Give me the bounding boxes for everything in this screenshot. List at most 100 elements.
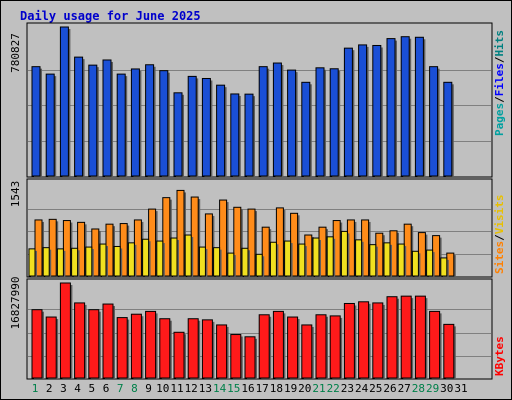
visits-bar-day-8 <box>127 242 137 278</box>
x-tick-day-1: 1 <box>32 382 39 395</box>
hits-bar-day-21 <box>315 67 326 178</box>
kbytes-bar-day-16 <box>244 336 257 380</box>
kbytes-bar-day-16-fill <box>244 336 256 379</box>
hits-bar-day-9 <box>145 64 156 178</box>
visits-bar-day-4 <box>71 247 80 278</box>
visits-bar-day-8-fill <box>127 242 135 277</box>
sites-bar-day-13 <box>204 213 215 278</box>
visits-bar-day-2-fill <box>42 247 50 277</box>
hits-bar-day-19-fill <box>287 69 297 177</box>
x-tick-day-9: 9 <box>145 382 152 395</box>
kbytes-bar-day-3 <box>59 282 73 380</box>
hits-bar-day-11 <box>173 92 184 178</box>
visits-bar-day-27 <box>397 243 407 278</box>
visits-bar-day-15 <box>227 252 236 278</box>
hits-bar-day-27-fill <box>400 36 410 177</box>
x-tick-day-4: 4 <box>74 382 81 395</box>
sites-bar-day-3-fill <box>62 220 71 277</box>
visits-bar-day-13 <box>198 246 208 278</box>
hits-bar-day-17 <box>258 66 270 178</box>
kbytes-bar-day-24-fill <box>358 301 370 379</box>
visits-bar-day-1 <box>28 248 37 278</box>
hits-bar-day-30 <box>443 81 454 178</box>
x-tick-day-22: 22 <box>327 382 340 395</box>
kbytes-bar-day-1 <box>31 309 44 380</box>
x-tick-day-5: 5 <box>88 382 95 395</box>
visits-bar-day-2 <box>42 247 52 278</box>
kbytes-bar-day-11 <box>173 331 186 380</box>
visits-bar-day-5-fill <box>85 246 93 277</box>
sites-bar-day-15 <box>233 206 243 278</box>
kbytes-bar-day-17 <box>258 314 272 380</box>
x-tick-day-6: 6 <box>103 382 110 395</box>
kbytes-bar-day-15-fill <box>230 334 242 379</box>
x-tick-day-13: 13 <box>199 382 212 395</box>
hits-bar-day-7-fill <box>116 73 126 177</box>
kbytes-bar-day-18 <box>272 310 286 380</box>
kbytes-bar-day-14-fill <box>216 324 228 379</box>
visits-bar-day-6 <box>99 243 108 278</box>
visits-bar-day-4-fill <box>71 247 79 277</box>
kbytes-bar-day-20-fill <box>301 324 313 379</box>
hits-bar-day-28 <box>414 36 426 178</box>
visits-bar-day-1-fill <box>28 248 36 277</box>
hits-bar-day-10-fill <box>159 70 169 177</box>
kbytes-bar-day-4-fill <box>74 302 86 379</box>
hits-bar-day-26 <box>386 38 397 178</box>
hits-bar-day-6 <box>102 59 113 178</box>
chart-title: Daily usage for June 2025 <box>20 9 201 23</box>
visits-bar-day-7 <box>113 245 123 278</box>
hits-bar-day-18-fill <box>272 62 282 177</box>
middle-legend-part-2: / <box>493 234 506 241</box>
hits-bar-day-3-fill <box>59 26 69 177</box>
visits-bar-day-24 <box>355 239 364 278</box>
visits-bar-day-29 <box>426 249 435 278</box>
sites-bar-day-13-fill <box>204 213 213 277</box>
hits-bar-day-7 <box>116 73 128 178</box>
visits-bar-day-20-fill <box>298 243 306 277</box>
visits-bar-day-18-fill <box>269 241 277 277</box>
sites-bar-day-11 <box>176 189 186 278</box>
visits-bar-day-16 <box>241 247 250 278</box>
visits-bar-day-21-fill <box>312 237 320 277</box>
hits-bar-day-29 <box>429 66 440 178</box>
kbytes-bar-day-10 <box>159 318 172 380</box>
sites-bar-day-3 <box>62 220 73 278</box>
hits-bar-day-24-fill <box>358 44 368 177</box>
visits-bar-day-11 <box>170 237 179 278</box>
hits-bar-day-16-fill <box>244 93 254 177</box>
hits-bar-day-5 <box>88 64 99 178</box>
visits-bar-day-26 <box>383 242 392 278</box>
kbytes-bar-day-26 <box>386 296 399 380</box>
hits-bar-day-8 <box>130 68 142 178</box>
hits-bar-day-24 <box>358 44 369 178</box>
hits-bar-day-1 <box>31 66 42 178</box>
x-tick-day-25: 25 <box>369 382 382 395</box>
visits-bar-day-10-fill <box>156 240 164 277</box>
hits-bar-day-10 <box>159 70 170 178</box>
kbytes-bar-day-24 <box>358 301 371 380</box>
sites-bar-day-17 <box>261 226 272 278</box>
visits-bar-day-25-fill <box>369 244 377 277</box>
x-tick-day-24: 24 <box>355 382 369 395</box>
x-tick-day-2: 2 <box>46 382 53 395</box>
x-tick-day-31: 31 <box>454 382 467 395</box>
x-tick-day-11: 11 <box>170 382 183 395</box>
hits-bar-day-1-fill <box>31 66 41 177</box>
sites-bar-day-17-fill <box>261 226 270 277</box>
visits-bar-day-26-fill <box>383 242 391 277</box>
hits-bar-day-17-fill <box>258 66 268 177</box>
kbytes-bar-day-6 <box>102 303 115 380</box>
top-legend-part-3: Files <box>493 63 506 96</box>
sites-bar-day-10-fill <box>162 197 171 277</box>
kbytes-bar-day-7 <box>116 317 130 380</box>
visits-bar-day-22 <box>326 236 336 278</box>
hits-bar-day-15-fill <box>230 93 240 177</box>
x-tick-day-17: 17 <box>256 382 269 395</box>
visits-bar-day-5 <box>85 246 94 278</box>
top-legend-part-5: Hits <box>493 30 506 57</box>
sites-bar-day-15-fill <box>233 206 242 277</box>
kbytes-bar-day-19-fill <box>287 316 299 379</box>
kbytes-bar-day-8-fill <box>130 313 142 379</box>
visits-bar-day-11-fill <box>170 237 178 277</box>
